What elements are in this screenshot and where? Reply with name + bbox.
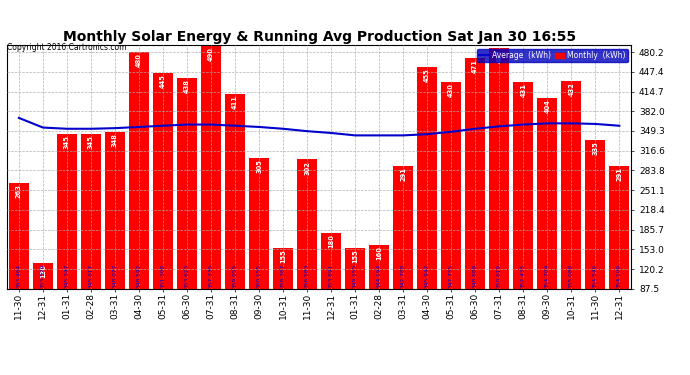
Bar [538,98,557,342]
Text: 411: 411 [232,95,238,109]
Text: 404: 404 [544,99,551,113]
Bar [417,67,437,342]
Text: 353.891: 353.891 [328,264,334,288]
Bar [177,78,197,342]
Bar [393,166,413,342]
Text: 480: 480 [136,53,142,67]
Text: 344.194: 344.194 [377,264,382,288]
Title: Monthly Solar Energy & Running Avg Production Sat Jan 30 16:55: Monthly Solar Energy & Running Avg Produ… [63,30,575,44]
Text: 263: 263 [16,184,22,198]
Text: 155: 155 [280,249,286,263]
Bar [562,81,581,342]
Text: 356.583: 356.583 [304,264,310,288]
Text: 130: 130 [40,264,46,278]
Text: 160: 160 [376,246,382,260]
Text: 180: 180 [328,234,334,248]
Bar [442,82,461,342]
Bar [609,166,629,342]
Bar [297,159,317,342]
Bar [81,134,101,342]
Text: 302: 302 [304,161,310,175]
Text: 353.623: 353.623 [184,264,190,288]
Text: 355.088: 355.088 [569,264,574,288]
Text: 354.704: 354.704 [545,264,550,288]
Bar [105,132,125,342]
Bar [513,82,533,342]
Legend: Average  (kWh), Monthly  (kWh): Average (kWh), Monthly (kWh) [477,49,627,62]
Text: 347.755: 347.755 [448,264,454,288]
Bar [249,158,269,342]
Text: 351.308: 351.308 [161,264,166,288]
Text: 471: 471 [472,59,478,73]
Bar [369,245,389,342]
Text: 349.155: 349.155 [353,264,357,288]
Text: 348.077: 348.077 [112,264,117,288]
Text: Copyright 2016 Cartronics.com: Copyright 2016 Cartronics.com [7,43,126,52]
Text: 345.942: 345.942 [425,264,430,288]
Text: 348.889: 348.889 [473,264,477,288]
Text: 455: 455 [424,69,430,82]
Text: 348.592: 348.592 [137,264,141,288]
Text: 354.546: 354.546 [593,264,598,288]
Text: 438: 438 [184,79,190,93]
Bar [273,248,293,342]
Text: 490: 490 [208,47,214,61]
Text: 432: 432 [569,82,574,96]
Text: 345: 345 [64,135,70,148]
Text: 363.464: 363.464 [17,264,21,288]
Text: 430: 430 [448,84,454,98]
Bar [322,233,341,342]
Text: 348: 348 [112,133,118,147]
Bar [201,46,221,342]
Text: 345.617: 345.617 [88,264,93,288]
Bar [9,183,29,342]
Text: 360.155: 360.155 [257,264,262,288]
Text: 335: 335 [592,141,598,154]
Text: 291: 291 [616,167,622,181]
Text: 359.055: 359.055 [233,264,237,288]
Text: 345: 345 [88,135,94,148]
Text: 291: 291 [400,167,406,181]
Text: 305: 305 [256,159,262,172]
Text: 350.619: 350.619 [497,264,502,288]
Text: 354.109: 354.109 [617,264,622,288]
Bar [129,52,149,342]
Bar [489,48,509,342]
Bar [57,134,77,342]
Text: 445: 445 [160,75,166,88]
Text: 357.335: 357.335 [208,264,213,288]
Bar [465,58,485,342]
Text: 487: 487 [496,49,502,63]
Text: 352.435: 352.435 [521,264,526,288]
Text: 431: 431 [520,83,526,97]
Text: 358.387: 358.387 [281,264,286,288]
Text: 345.347: 345.347 [64,264,70,288]
Text: 353.529: 353.529 [41,264,46,288]
Bar [153,74,173,342]
Bar [345,248,365,342]
Text: 155: 155 [352,249,358,263]
Bar [225,94,245,342]
Bar [586,140,605,342]
Text: 342.788: 342.788 [401,264,406,288]
Bar [33,263,52,342]
